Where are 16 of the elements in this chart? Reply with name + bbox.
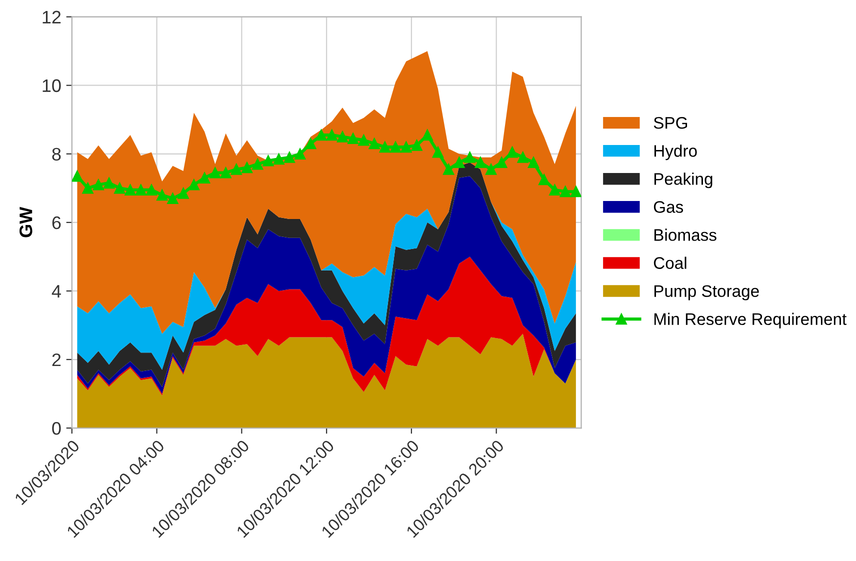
y-tick-label: 4 <box>52 285 61 298</box>
legend-label: Peaking <box>654 172 712 188</box>
y-tick-label: 10 <box>42 79 61 92</box>
y-tick-label: 8 <box>52 148 61 161</box>
y-tick-label: 12 <box>42 10 61 24</box>
legend-label: Pump Storage <box>654 285 759 300</box>
y-axis-title: GW <box>19 206 32 238</box>
legend-label: SPG <box>654 116 688 129</box>
legend-label: Biomass <box>654 228 716 241</box>
legend-label: Gas <box>654 201 684 213</box>
y-tick-label: 2 <box>52 353 61 366</box>
legend-label: Hydro <box>654 144 697 160</box>
legend-label: Coal <box>654 256 686 269</box>
y-tick-label: 0 <box>52 422 61 435</box>
y-tick-label: 6 <box>52 216 61 230</box>
legend-label: Min Reserve Requirement <box>654 312 847 328</box>
